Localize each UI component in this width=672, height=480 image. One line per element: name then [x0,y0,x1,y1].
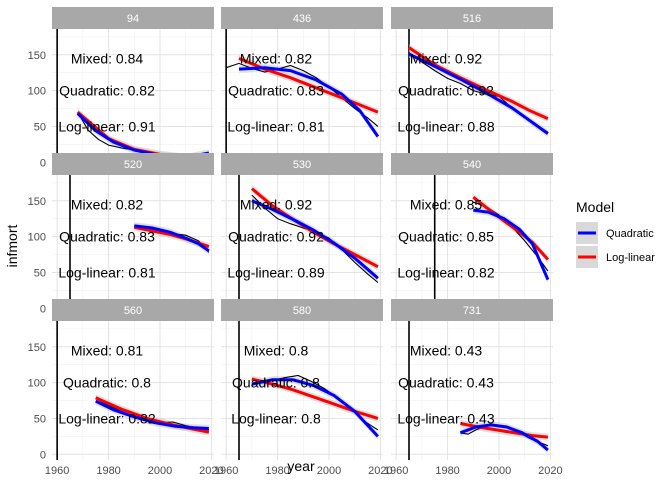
ribbon-quadratic [460,421,548,454]
annotation-mixed: Mixed: 0.82 [71,196,144,212]
line-quadratic [238,66,380,138]
line-quadratic [251,378,380,438]
annotation-loglinear: Log-linear: 0.81 [58,264,156,280]
panel-436: 436 Mixed: 0.82 Quadratic: 0.83 Log-linear:… [221,7,383,168]
y-tick-label: 50 [34,267,46,279]
y-tick-label: 100 [28,378,46,390]
panel-strip [221,7,383,29]
panel-520: 520 Mixed: 0.82 Quadratic: 0.83 Log-linear:… [28,153,214,315]
annotation-mixed: Mixed: 0.8 [244,342,309,358]
y-tick-label: 150 [28,196,46,208]
y-tick-label: 150 [28,342,46,354]
annotation-loglinear: Log-linear: 0.82 [58,410,156,426]
panel-strip-label: 530 [293,159,311,171]
x-tick-label: 1980 [435,465,459,477]
annotation-loglinear: Log-linear: 0.8 [231,410,321,426]
annotation-mixed: Mixed: 0.84 [71,50,144,66]
legend-label-loglinear: Log-linear [606,252,655,264]
panel-516: 516 Mixed: 0.92 Quadratic: 0.92 Log-linear:… [391,7,553,168]
annotation-quadratic: Quadratic: 0.92 [228,229,324,245]
x-tick-label: 1960 [214,465,238,477]
y-tick-label: 50 [34,121,46,133]
panel-94: 94 Mixed: 0.84 Quadratic: 0.82 Log-linear: … [28,7,214,169]
panel-strip-label: 560 [124,305,142,317]
annotation-loglinear: Log-linear: 0.91 [58,118,156,134]
panel-560: 560 Mixed: 0.81 Quadratic: 0.8 Log-linear: … [28,299,224,477]
panel-strip-label: 580 [293,305,311,317]
panel-strip [52,299,214,321]
annotation-mixed: Mixed: 0.43 [410,342,483,358]
annotation-loglinear: Log-linear: 0.89 [227,264,325,280]
annotation-loglinear: Log-linear: 0.88 [397,118,495,134]
y-tick-label: 0 [40,157,46,169]
panel-540: 540 Mixed: 0.85 Quadratic: 0.85 Log-linear:… [391,153,553,314]
x-tick-label: 1960 [45,465,69,477]
y-tick-label: 0 [40,303,46,315]
line-quadratic [473,208,550,281]
line-quadratic [459,423,549,452]
panel-strip-label: 516 [463,13,481,25]
annotation-loglinear: Log-linear: 0.43 [397,410,495,426]
panels-layer: 94 Mixed: 0.84 Quadratic: 0.82 Log-linear: … [28,7,563,477]
annotation-quadratic: Quadratic: 0.8 [63,375,151,391]
line-quadratic [408,52,549,135]
annotation-mixed: Mixed: 0.92 [410,50,483,66]
y-axis-title: infmort [4,225,20,268]
annotation-quadratic: Quadratic: 0.43 [398,375,494,391]
panel-strip [391,299,553,321]
annotation-quadratic: Quadratic: 0.92 [398,83,494,99]
x-tick-label: 2020 [538,465,562,477]
annotation-mixed: Mixed: 0.82 [240,50,313,66]
y-tick-label: 100 [28,232,46,244]
panel-strip-label: 436 [293,13,311,25]
annotation-quadratic: Quadratic: 0.82 [59,83,155,99]
line-loglinear [250,187,379,269]
x-tick-label: 1960 [384,465,408,477]
y-tick-label: 150 [28,50,46,62]
annotation-loglinear: Log-linear: 0.81 [227,118,325,134]
x-axis-title: year [287,458,315,474]
annotation-quadratic: Quadratic: 0.8 [232,375,320,391]
x-tick-label: 2000 [148,465,172,477]
y-tick-label: 0 [40,449,46,461]
legend-label-quadratic: Quadratic [606,228,654,240]
y-tick-label: 50 [34,413,46,425]
panel-strip-label: 540 [463,159,481,171]
x-tick-label: 1980 [96,465,120,477]
y-tick-label: 100 [28,86,46,98]
panel-strip [221,299,383,321]
panel-strip-label: 731 [463,305,481,317]
legend: Model Quadratic Log-linear [576,199,655,268]
annotation-quadratic: Quadratic: 0.83 [228,83,324,99]
panel-strip [391,7,553,29]
panel-530: 530 Mixed: 0.92 Quadratic: 0.92 Log-linear:… [221,153,383,314]
panel-strip [221,153,383,175]
x-tick-label: 1980 [265,465,289,477]
panel-580: 580 Mixed: 0.8 Quadratic: 0.8 Log-linear: 0… [214,299,393,477]
x-tick-label: 2020 [368,465,392,477]
panel-strip [391,153,553,175]
annotation-mixed: Mixed: 0.85 [410,196,483,212]
line-quadratic [134,224,210,253]
annotation-loglinear: Log-linear: 0.82 [397,264,495,280]
annotation-mixed: Mixed: 0.81 [71,342,144,358]
annotation-quadratic: Quadratic: 0.83 [59,229,155,245]
annotation-quadratic: Quadratic: 0.85 [398,229,494,245]
line-loglinear [95,396,210,434]
annotation-mixed: Mixed: 0.92 [240,196,313,212]
panel-strip [52,153,214,175]
panel-strip-label: 520 [124,159,142,171]
line-quadratic [251,199,379,280]
x-tick-label: 2020 [199,465,223,477]
line-quadratic [95,399,209,430]
panel-strip-label: 94 [127,13,139,25]
line-loglinear [472,196,550,261]
panel-731: 731 Mixed: 0.43 Quadratic: 0.43 Log-linear:… [384,299,563,477]
ribbon-quadratic [95,397,209,433]
x-tick-label: 2000 [317,465,341,477]
legend-title: Model [576,199,614,215]
x-tick-label: 2000 [487,465,511,477]
panel-strip [52,7,214,29]
